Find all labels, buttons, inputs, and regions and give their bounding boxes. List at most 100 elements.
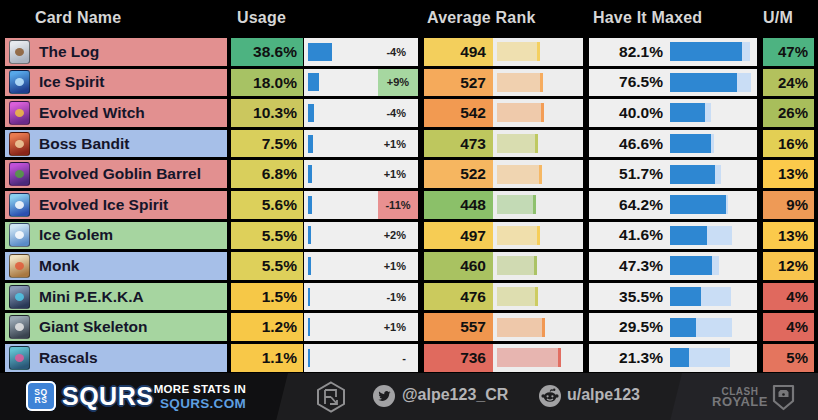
um-value-cell: 24%: [763, 69, 814, 97]
average-rank-bar: [497, 318, 545, 337]
reddit-icon: [538, 384, 562, 408]
usage-value-cell: 1.1%: [231, 344, 303, 372]
um-value-cell: 9%: [763, 191, 814, 219]
twitter-handle[interactable]: @alpe123_CR: [402, 386, 508, 404]
table-row: Ice Golem 5.5% +2% 497 41.6% 13%: [0, 222, 818, 250]
average-rank-bar: [497, 73, 543, 92]
have-it-maxed-value: 47.3%: [589, 257, 663, 275]
have-it-maxed-bar-zone: [670, 165, 721, 184]
average-rank-cell: 736: [424, 344, 583, 372]
average-rank-bar-zone: [493, 344, 583, 372]
card-name-label: Evolved Witch: [39, 104, 145, 122]
usage-bar-cell: +1%: [304, 252, 418, 280]
have-it-maxed-bar-zone: [670, 42, 750, 61]
card-art-accent: [15, 231, 24, 239]
have-it-maxed-cell: 76.5%: [589, 69, 757, 97]
usage-change-badge: +1%: [378, 252, 418, 280]
usage-bar: [308, 318, 310, 336]
average-rank-bar: [497, 165, 542, 184]
average-rank-bar-zone: [493, 313, 583, 341]
average-rank-cell: 527: [424, 69, 583, 97]
um-value-cell: 16%: [763, 130, 814, 158]
have-it-maxed-cell: 47.3%: [589, 252, 757, 280]
card-name-cell: Ice Spirit: [5, 69, 227, 97]
have-it-maxed-value: 64.2%: [589, 196, 663, 214]
card-art-icon: [9, 223, 30, 247]
card-name-label: Monk: [39, 257, 79, 275]
card-art-accent: [15, 78, 24, 86]
average-rank-bar: [497, 256, 537, 275]
have-it-maxed-cell: 21.3%: [589, 344, 757, 372]
usage-value-cell: 6.8%: [231, 160, 303, 188]
average-rank-cell: 557: [424, 313, 583, 341]
average-rank-bar: [497, 195, 536, 214]
have-it-maxed-bar-zone: [670, 195, 728, 214]
average-rank-bar-zone: [493, 99, 583, 127]
have-it-maxed-cell: 41.6%: [589, 222, 757, 250]
card-art-accent: [15, 293, 24, 301]
card-art-icon: [9, 346, 30, 370]
card-art-icon: [9, 70, 30, 94]
reddit-handle[interactable]: u/alpe123: [567, 386, 640, 404]
average-rank-bar-zone: [493, 252, 583, 280]
card-name-label: Giant Skeleton: [39, 318, 148, 336]
more-stats-label: MORE STATS IN: [138, 382, 246, 396]
average-rank-cell: 542: [424, 99, 583, 127]
table-row: Rascals 1.1% - 736 21.3% 5%: [0, 344, 818, 372]
squrs-logo-bottom-text: RS: [35, 396, 48, 405]
clash-royale-logo-text: CLASH ROYALE: [712, 387, 768, 409]
have-it-maxed-bar-dark: [670, 318, 696, 337]
card-art-icon: [9, 40, 30, 64]
have-it-maxed-cell: 51.7%: [589, 160, 757, 188]
card-art-icon: [9, 162, 30, 186]
card-art-accent: [15, 201, 24, 209]
have-it-maxed-cell: 46.6%: [589, 130, 757, 158]
column-header-usage: Usage: [237, 9, 286, 27]
card-name-cell: Mini P.E.K.K.A: [5, 283, 227, 311]
have-it-maxed-bar-light: [712, 256, 720, 275]
usage-value-cell: 38.6%: [231, 38, 303, 66]
average-rank-bar: [497, 287, 538, 306]
have-it-maxed-bar-light: [742, 42, 750, 61]
usage-value-cell: 1.2%: [231, 313, 303, 341]
usage-bar-cell: -4%: [304, 99, 418, 127]
have-it-maxed-bar-zone: [670, 103, 711, 122]
average-rank-bar: [497, 348, 561, 367]
average-rank-value: 473: [424, 130, 493, 158]
average-rank-value: 494: [424, 38, 493, 66]
squrs-url-link[interactable]: SQURS.COM: [138, 396, 246, 413]
usage-bar: [308, 165, 312, 183]
usage-bar: [308, 349, 310, 367]
card-art-accent: [15, 354, 24, 362]
card-art-icon: [9, 101, 30, 125]
card-art-accent: [15, 140, 24, 148]
have-it-maxed-value: 29.5%: [589, 318, 663, 336]
crown-shield-icon: [771, 384, 796, 411]
um-value-cell: 4%: [763, 283, 814, 311]
usage-bar-cell: -11%: [304, 191, 418, 219]
average-rank-bar: [497, 134, 538, 153]
have-it-maxed-bar-zone: [670, 226, 732, 245]
column-header-average-rank: Average Rank: [427, 9, 536, 27]
twitter-icon: [372, 384, 396, 408]
um-value-cell: 13%: [763, 222, 814, 250]
have-it-maxed-bar-light: [707, 226, 732, 245]
usage-bar-cell: -1%: [304, 283, 418, 311]
royaleapi-hexagon-icon: [316, 381, 346, 413]
usage-bar: [308, 43, 332, 61]
card-name-label: Ice Golem: [39, 226, 113, 244]
card-art-accent: [15, 48, 24, 56]
table-header: Card Name Usage Average Rank Have It Max…: [0, 0, 818, 38]
usage-bar: [308, 226, 311, 244]
have-it-maxed-cell: 40.0%: [589, 99, 757, 127]
usage-value-cell: 5.5%: [231, 222, 303, 250]
have-it-maxed-bar-light: [711, 134, 714, 153]
card-name-cell: Giant Skeleton: [5, 313, 227, 341]
um-value-cell: 4%: [763, 313, 814, 341]
card-name-label: Mini P.E.K.K.A: [39, 288, 144, 306]
average-rank-bar: [497, 42, 540, 61]
usage-bar-cell: -: [304, 344, 418, 372]
card-name-label: Evolved Ice Spirit: [39, 196, 168, 214]
table-row: Giant Skeleton 1.2% +1% 557 29.5% 4%: [0, 313, 818, 341]
have-it-maxed-bar-zone: [670, 134, 714, 153]
